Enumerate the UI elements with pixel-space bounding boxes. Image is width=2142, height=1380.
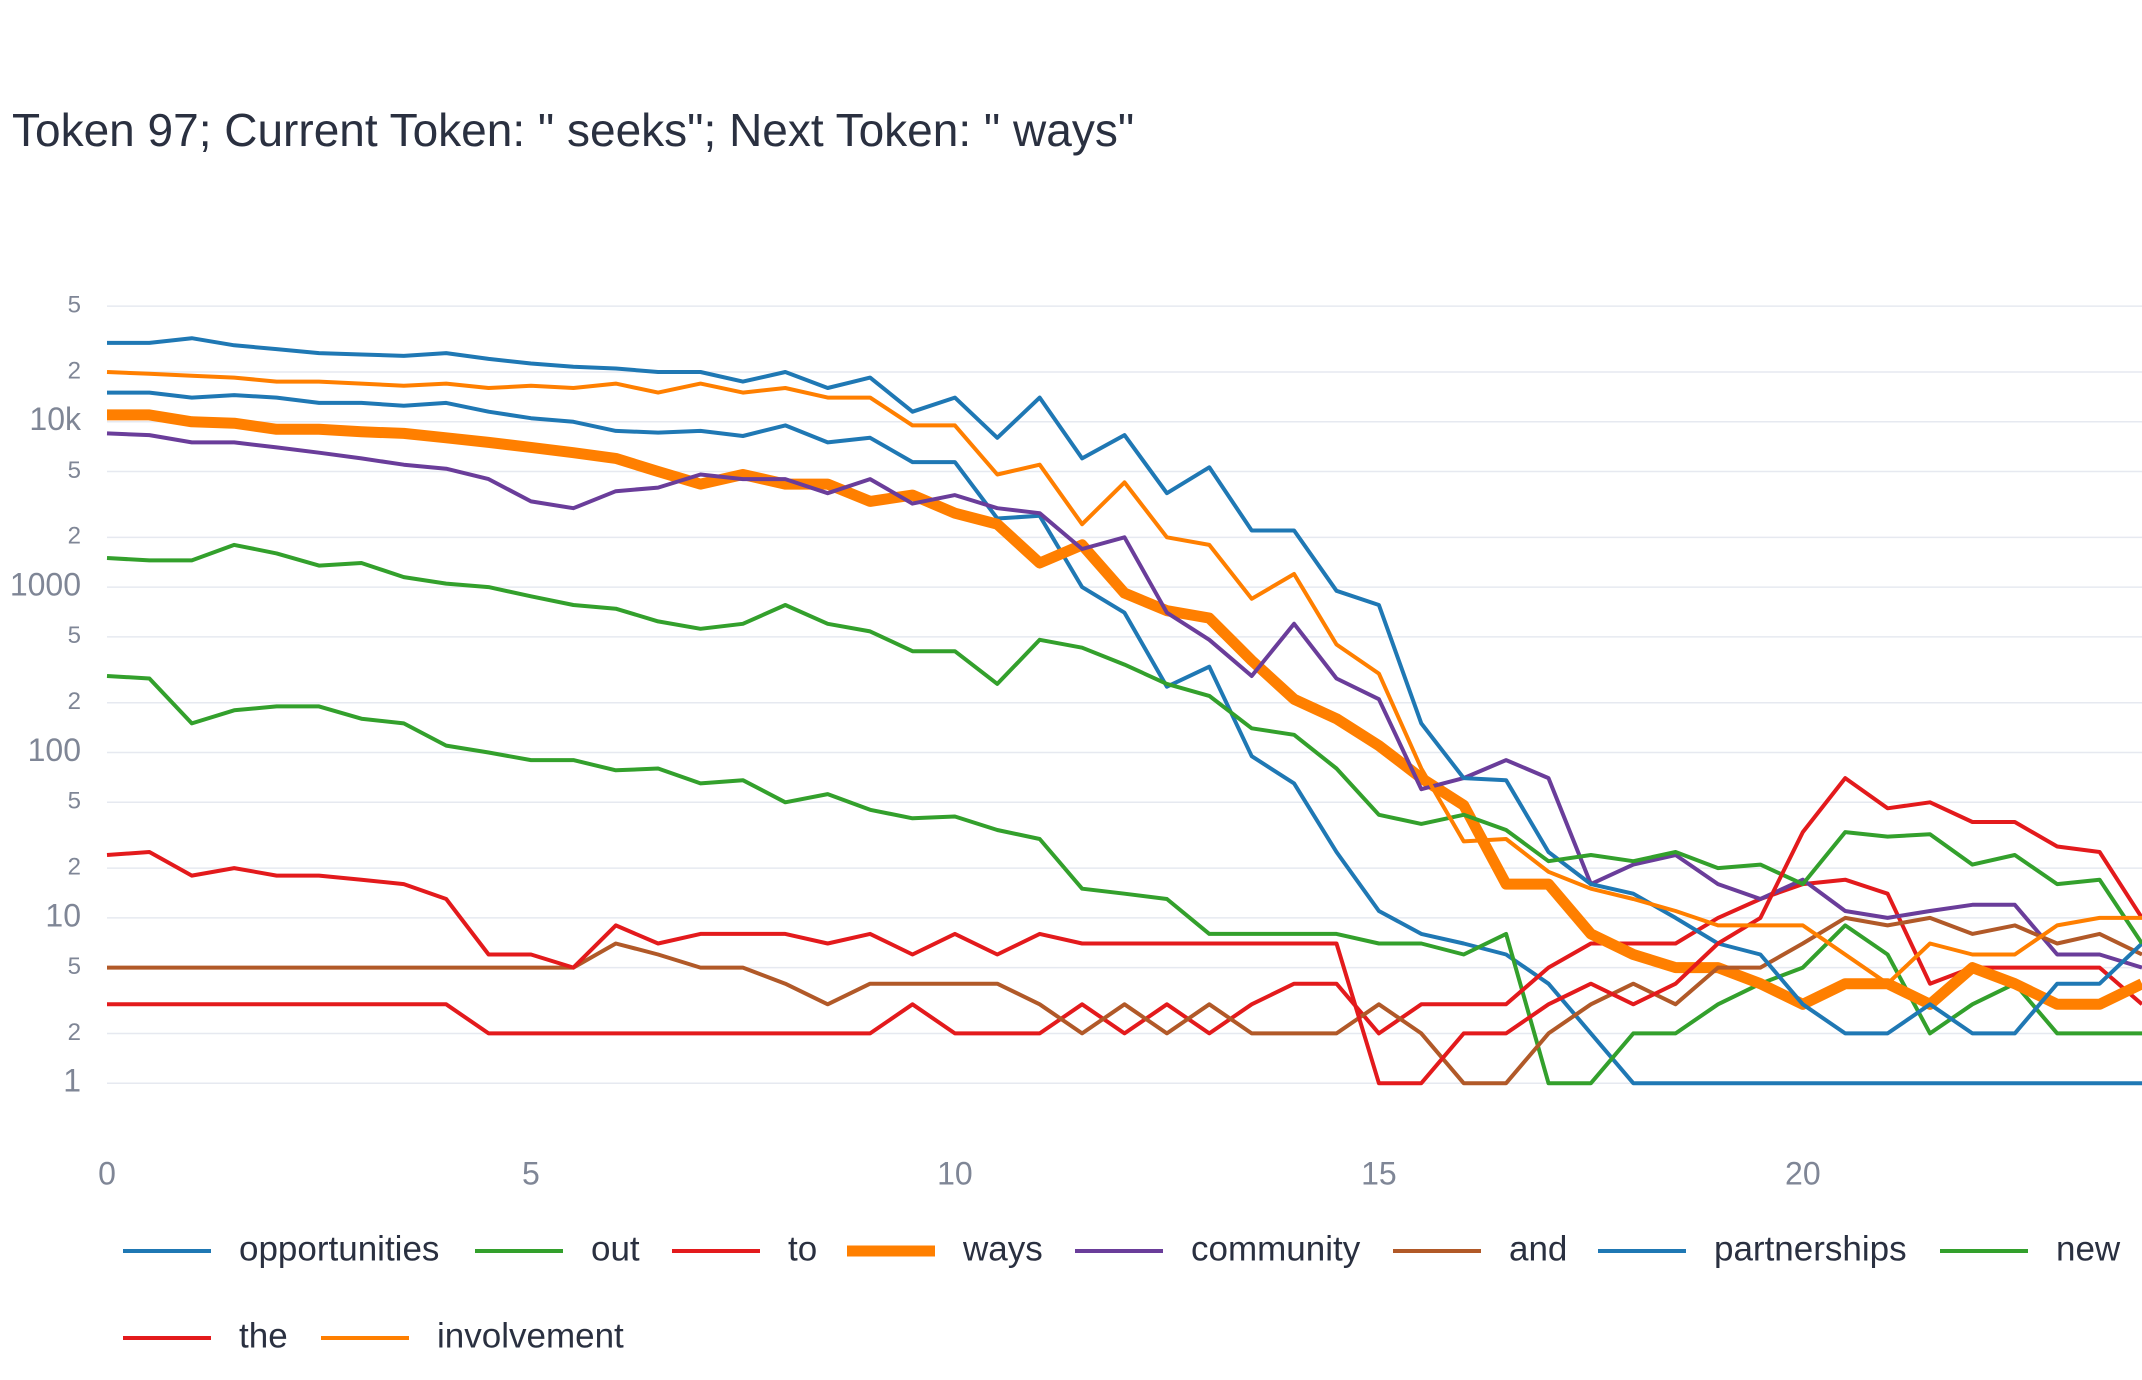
y-tick-label: 10k — [29, 401, 82, 437]
x-tick-label: 0 — [98, 1155, 116, 1191]
chart-title: Token 97; Current Token: " seeks"; Next … — [12, 104, 1134, 156]
y-tick-label: 5 — [68, 953, 81, 980]
legend-label: out — [591, 1229, 640, 1268]
legend-label: opportunities — [239, 1229, 439, 1268]
y-tick-label: 2 — [68, 853, 81, 880]
series-line — [106, 370, 2142, 986]
x-tick-label: 15 — [1361, 1155, 1397, 1191]
series-line — [106, 674, 2142, 1086]
series-line — [107, 390, 2142, 1086]
legend-label: and — [1509, 1229, 1567, 1268]
y-tick-label: 5 — [68, 292, 81, 319]
series-line — [106, 542, 2142, 945]
legend-label: involvement — [437, 1316, 624, 1355]
series-line — [107, 915, 2142, 1086]
series-line — [107, 336, 2142, 1036]
legend-label: ways — [962, 1229, 1043, 1268]
series-line — [106, 776, 2142, 1086]
y-tick-label: 2 — [68, 1019, 81, 1046]
legend-label: new — [2056, 1229, 2121, 1268]
y-tick-label: 10 — [45, 897, 81, 933]
x-tick-label: 5 — [522, 1155, 540, 1191]
y-tick-label: 5 — [68, 788, 81, 815]
legend-label: partnerships — [1714, 1229, 1907, 1268]
y-tick-label: 2 — [68, 357, 81, 384]
series-line — [106, 431, 2142, 970]
y-tick-label: 2 — [68, 523, 81, 550]
y-tick-label: 1 — [63, 1063, 81, 1099]
legend-label: community — [1191, 1229, 1361, 1268]
legend-label: to — [788, 1229, 817, 1268]
y-tick-label: 5 — [68, 457, 81, 484]
y-tick-label: 5 — [68, 622, 81, 649]
y-tick-label: 1000 — [10, 567, 81, 603]
y-tick-label: 2 — [68, 688, 81, 715]
x-tick-label: 10 — [937, 1155, 973, 1191]
y-tick-label: 100 — [28, 732, 81, 768]
legend-label: the — [239, 1316, 288, 1355]
x-tick-label: 20 — [1785, 1155, 1821, 1191]
series-line — [107, 409, 2142, 1010]
